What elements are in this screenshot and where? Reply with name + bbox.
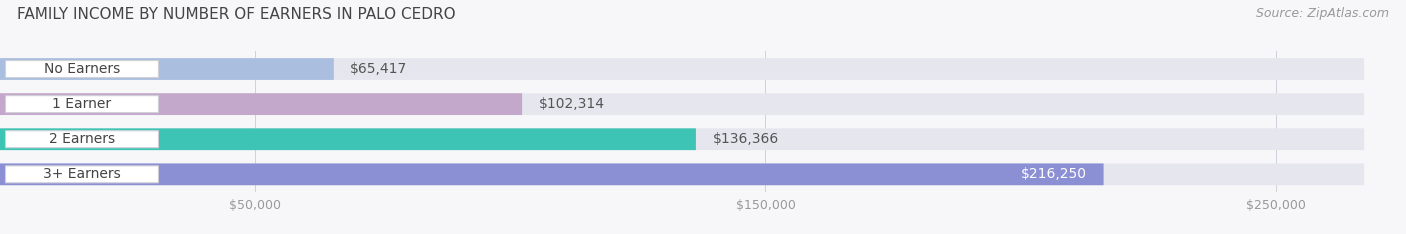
Text: $65,417: $65,417 xyxy=(350,62,408,76)
FancyBboxPatch shape xyxy=(6,131,159,148)
FancyBboxPatch shape xyxy=(0,93,522,115)
FancyBboxPatch shape xyxy=(6,96,159,113)
Text: $216,250: $216,250 xyxy=(1021,167,1087,181)
Text: $136,366: $136,366 xyxy=(713,132,779,146)
Text: FAMILY INCOME BY NUMBER OF EARNERS IN PALO CEDRO: FAMILY INCOME BY NUMBER OF EARNERS IN PA… xyxy=(17,7,456,22)
Text: 3+ Earners: 3+ Earners xyxy=(44,167,121,181)
FancyBboxPatch shape xyxy=(0,58,1364,80)
FancyBboxPatch shape xyxy=(0,128,696,150)
FancyBboxPatch shape xyxy=(0,163,1104,185)
FancyBboxPatch shape xyxy=(6,166,159,183)
Text: No Earners: No Earners xyxy=(44,62,120,76)
FancyBboxPatch shape xyxy=(0,128,1364,150)
Text: 2 Earners: 2 Earners xyxy=(49,132,115,146)
FancyBboxPatch shape xyxy=(0,93,1364,115)
Text: 1 Earner: 1 Earner xyxy=(52,97,111,111)
FancyBboxPatch shape xyxy=(0,163,1364,185)
FancyBboxPatch shape xyxy=(6,61,159,77)
FancyBboxPatch shape xyxy=(0,58,333,80)
Text: $102,314: $102,314 xyxy=(538,97,605,111)
Text: Source: ZipAtlas.com: Source: ZipAtlas.com xyxy=(1256,7,1389,20)
